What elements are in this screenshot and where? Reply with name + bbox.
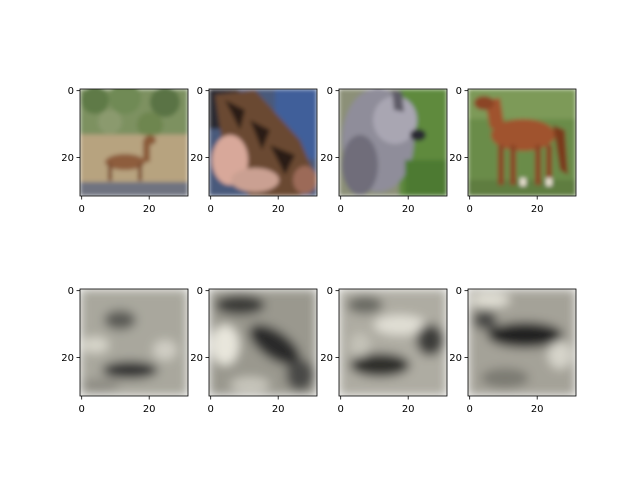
y-tick-label: 0 (68, 286, 74, 297)
x-tick-label: 20 (531, 404, 544, 415)
x-tick-label: 20 (272, 204, 285, 215)
y-tick-label: 20 (61, 353, 74, 364)
reconstruction-image-4 (468, 289, 576, 396)
x-tick-label: 0 (338, 204, 344, 215)
y-tick-label: 20 (61, 153, 74, 164)
reconstruction-image-3 (339, 289, 447, 396)
x-tick-label: 20 (402, 204, 415, 215)
axes-frame-4 (79, 288, 189, 397)
y-tick-label: 0 (456, 286, 462, 297)
y-tick-label: 20 (449, 353, 462, 364)
axes-frame-2 (338, 88, 448, 197)
y-tick-label: 0 (327, 86, 333, 97)
y-tick-label: 20 (190, 353, 203, 364)
y-tick-label: 20 (320, 353, 333, 364)
reconstruction-image-2 (209, 289, 317, 396)
original-image-horse (468, 89, 576, 196)
x-tick-label: 20 (143, 204, 156, 215)
y-tick-label: 0 (327, 286, 333, 297)
axes-frame-6 (338, 288, 448, 397)
x-tick-label: 20 (143, 404, 156, 415)
original-image-deer (80, 89, 188, 196)
y-tick-label: 0 (68, 86, 74, 97)
original-image-cat (209, 89, 317, 196)
y-tick-label: 0 (197, 86, 203, 97)
reconstruction-image-1 (80, 289, 188, 396)
axes-layer: 0 20 0 20 0 20 0 20 0 20 0 20 0 20 0 20 0 20 0 20 0 20 0 20 0 20 0… (61, 86, 577, 415)
y-tick-label: 20 (320, 153, 333, 164)
axes-frame-1 (208, 88, 318, 197)
axes-frame-3 (467, 88, 577, 197)
x-tick-label: 0 (467, 204, 473, 215)
y-tick-label: 20 (190, 153, 203, 164)
x-tick-label: 0 (338, 404, 344, 415)
x-tick-label: 20 (531, 204, 544, 215)
axes-frame-0 (79, 88, 189, 197)
original-image-dog (339, 89, 447, 196)
x-tick-label: 0 (79, 204, 85, 215)
y-tick-label: 0 (197, 286, 203, 297)
y-tick-label: 20 (449, 153, 462, 164)
y-tick-label: 0 (456, 86, 462, 97)
x-tick-label: 20 (402, 404, 415, 415)
x-tick-label: 0 (208, 404, 214, 415)
x-tick-label: 20 (272, 404, 285, 415)
x-tick-label: 0 (208, 204, 214, 215)
x-tick-label: 0 (467, 404, 473, 415)
x-tick-label: 0 (79, 404, 85, 415)
axes-frame-7 (467, 288, 577, 397)
axes-frame-5 (208, 288, 318, 397)
